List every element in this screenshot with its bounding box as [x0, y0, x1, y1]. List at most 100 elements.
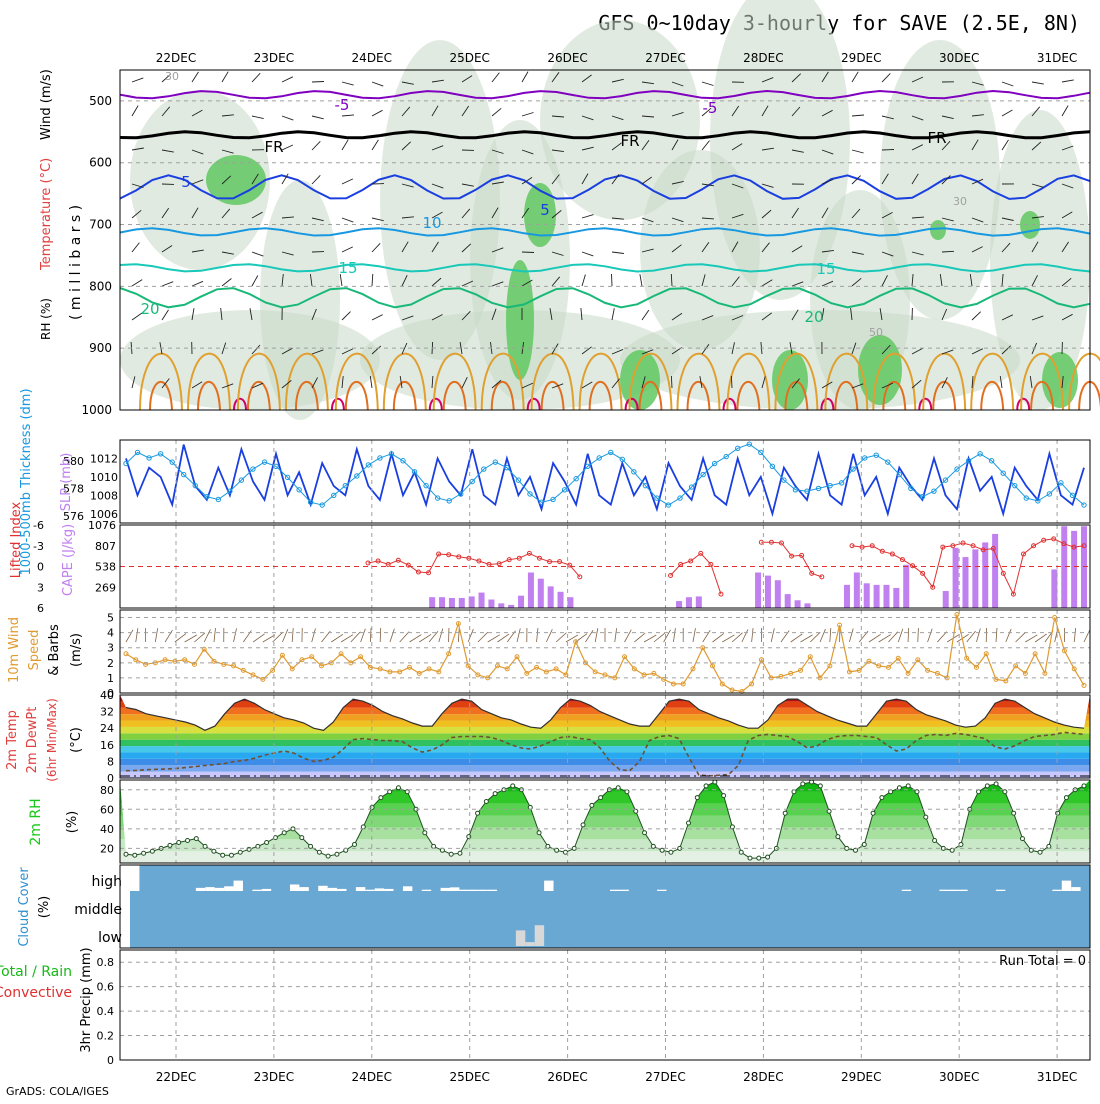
cape-bar: [992, 534, 998, 608]
cape-axis-label-text: CAPE (J/kg): [61, 524, 76, 596]
surface-wind-barb: [204, 629, 210, 642]
surface-wind-barb: [194, 633, 205, 642]
pressure-tick-1: 600: [89, 156, 112, 170]
surface-wind-barb: [810, 632, 820, 642]
slp-tick-1: 1010: [90, 471, 118, 484]
rh-point: [150, 849, 154, 853]
rh-band-0: [120, 851, 1090, 863]
date-label-bottom-7: 29DEC: [841, 1070, 881, 1084]
wind-barb: [582, 275, 585, 287]
surface-wind-barb: [380, 628, 381, 642]
pressure-tick-3: 800: [89, 279, 112, 293]
date-label-top-8: 30DEC: [939, 51, 979, 65]
wind-barb: [852, 115, 864, 116]
rh-point: [423, 831, 427, 835]
wind-barb: [372, 243, 380, 252]
cape-tick-3: 269: [95, 581, 116, 594]
wind-barb: [162, 282, 173, 286]
surface-wind-barb: [634, 633, 645, 642]
temp-label-3: (6hr Min/Max): [45, 698, 59, 782]
high-cloud-bar: [299, 887, 308, 891]
rh-point: [862, 842, 866, 846]
cloud-level-low: low: [98, 930, 122, 946]
wind-barb: [222, 72, 228, 82]
cape-bar: [676, 601, 682, 608]
wind-unit-label-text: (m/s): [69, 633, 84, 667]
high-cloud-bar: [450, 887, 459, 891]
cape-axis-label: CAPE (J/kg): [61, 524, 76, 596]
wind-barb: [192, 281, 203, 286]
cape-bar: [883, 585, 889, 608]
rh-point: [748, 856, 752, 860]
surface-wind-barb: [615, 628, 617, 642]
temp-band-2: [120, 759, 1090, 765]
high-cloud-bar: [610, 890, 619, 891]
rh-point: [739, 850, 743, 854]
rh-point: [326, 854, 330, 858]
surface-wind-barb: [732, 633, 742, 642]
surface-wind-barb: [996, 628, 997, 642]
wind-barb: [612, 252, 624, 254]
surface-wind-barb: [888, 632, 897, 642]
wind-unit-label: (m/s): [69, 633, 84, 667]
cape-bar: [449, 598, 455, 608]
rh-point: [484, 799, 488, 803]
cape-bar: [775, 580, 781, 608]
temp-label-1-text: 2m Temp: [5, 710, 20, 770]
wind-tick-2: 3: [107, 642, 114, 655]
rh-point: [1020, 837, 1024, 841]
wind-barb: [132, 243, 139, 252]
temp-axis-label: Temperature (°C): [39, 158, 54, 271]
surface-wind-barb: [253, 634, 264, 642]
surface-wind-barb: [1006, 629, 1011, 642]
wind-barb: [132, 78, 143, 82]
slp-axis-label: SLP (mb): [59, 453, 74, 512]
date-label-bottom-4: 26DEC: [547, 1070, 587, 1084]
rh-point: [1029, 848, 1033, 852]
high-cloud-bar: [902, 890, 911, 891]
rh-point: [133, 853, 137, 857]
surface-wind-barb: [1074, 628, 1075, 642]
wind-frame: [120, 610, 1090, 693]
surface-wind-barb: [898, 629, 903, 642]
date-label-bottom-1: 23DEC: [254, 1070, 294, 1084]
rh-point: [950, 848, 954, 852]
wind-barb: [1032, 82, 1044, 84]
wind-barb: [522, 113, 534, 117]
rh-point: [634, 809, 638, 813]
surface-wind-barb: [820, 629, 825, 642]
high-cloud-bar: [619, 890, 628, 891]
wind-barb: [342, 115, 354, 116]
wind-tick-4: 1: [107, 672, 114, 685]
precip-frame: [120, 950, 1090, 1060]
li-tick-1: -3: [33, 540, 44, 553]
high-cloud-bar: [1052, 890, 1061, 891]
isotherm-label-2: FR: [264, 138, 283, 156]
rh-point: [766, 855, 770, 859]
wind-barb: [1002, 110, 1012, 116]
wind-barb: [582, 252, 593, 256]
wind-speed-line: [126, 615, 1084, 692]
rh-point: [871, 811, 875, 815]
rh-point: [985, 784, 989, 788]
cape-bar: [864, 583, 870, 608]
slp-axis-label-text: SLP (mb): [59, 453, 74, 512]
wind-tick-1: 4: [107, 627, 114, 640]
date-label-bottom-3: 25DEC: [449, 1070, 489, 1084]
rh-point: [229, 853, 233, 857]
rh-point: [880, 796, 884, 800]
millibars-label: ( m i l l i b a r s ): [68, 205, 84, 320]
cape-bar: [854, 573, 860, 608]
temp-tick-3: 16: [100, 739, 114, 752]
rh-point: [194, 837, 198, 841]
rh-point: [449, 852, 453, 856]
high-cloud-bar: [544, 881, 553, 891]
precip-tick-3: 0.2: [97, 1030, 115, 1043]
cape-tick-2: 538: [95, 561, 116, 574]
wind-barb: [1062, 106, 1068, 116]
cape-bar: [528, 573, 534, 608]
surface-wind-barb: [537, 628, 538, 642]
surface-wind-barb: [830, 628, 831, 642]
li-tick-3: 3: [37, 581, 44, 594]
date-label-top-3: 25DEC: [449, 51, 489, 65]
